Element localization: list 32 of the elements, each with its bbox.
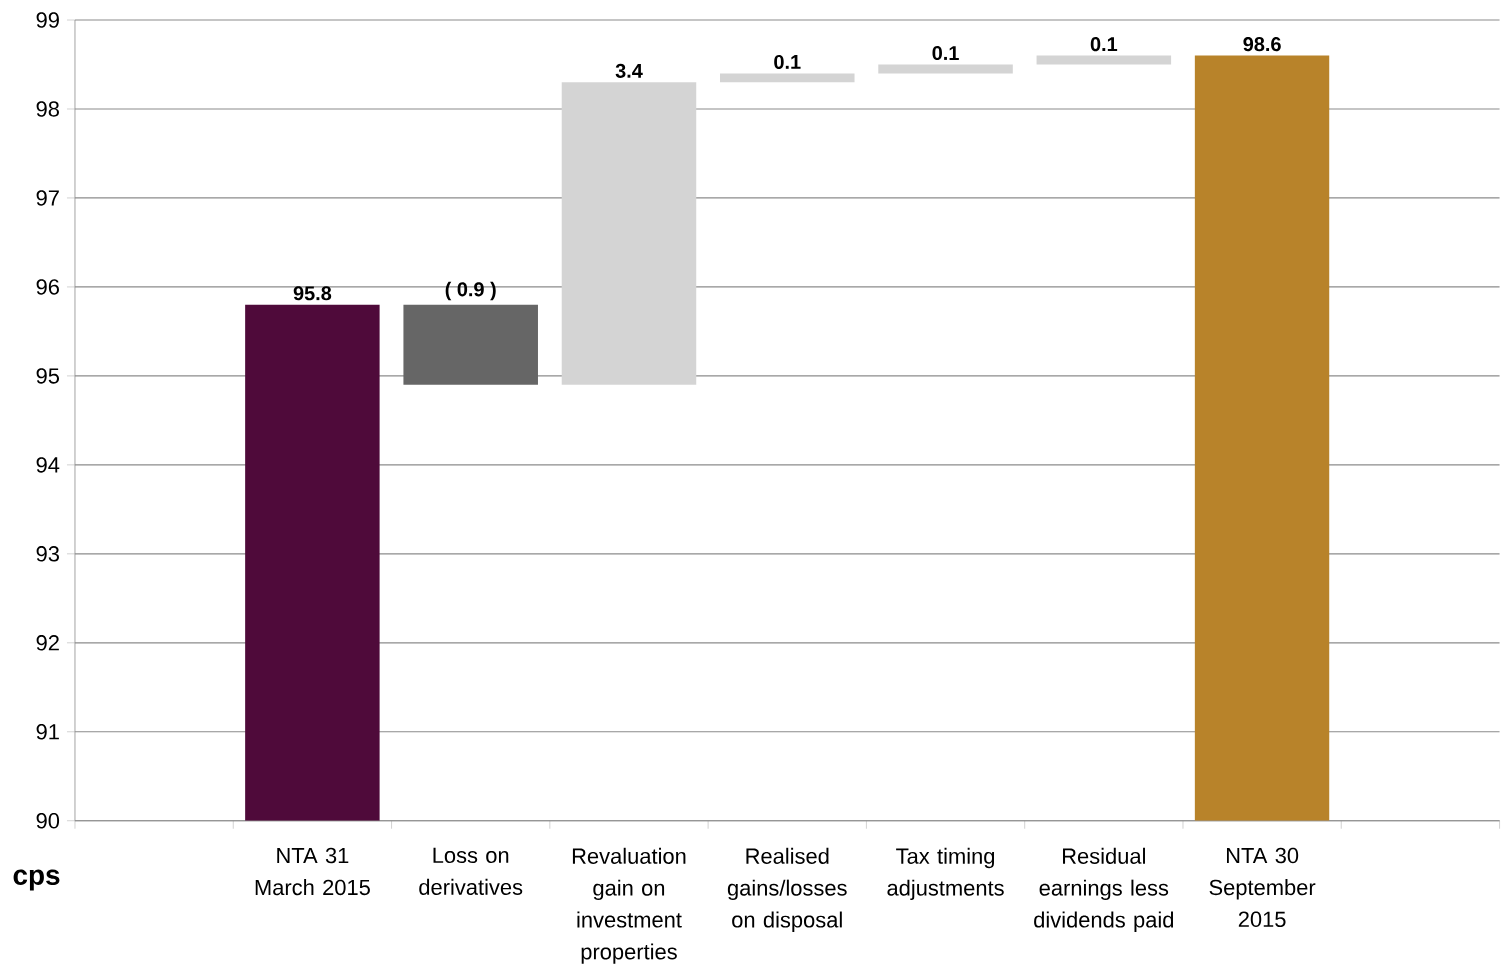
- x-tick-label: Revaluation gain on investment properties: [572, 847, 686, 964]
- data-label: ( 0.9 ): [445, 281, 496, 301]
- y-tick-label: 95: [36, 367, 60, 384]
- data-label: 98.6: [1243, 36, 1281, 51]
- bar: [561, 82, 697, 385]
- data-label: 0.1: [932, 45, 959, 60]
- x-tick-label: Realised gains/losses on disposal: [727, 847, 847, 932]
- bar: [1194, 55, 1330, 821]
- y-tick-label: 97: [36, 190, 59, 206]
- x-tick-label: Residual earnings less dividends paid: [1034, 847, 1174, 932]
- y-tick-label: 92: [36, 634, 59, 651]
- y-tick-label: 90: [36, 812, 60, 829]
- data-label: 0.1: [1090, 36, 1118, 51]
- y-tick-label: 93: [36, 545, 59, 562]
- y-tick-label: 94: [36, 456, 60, 473]
- bar: [878, 64, 1013, 74]
- y-tick-label: 91: [36, 723, 59, 740]
- data-label: 95.8: [293, 286, 332, 301]
- bar: [403, 304, 538, 385]
- data-label: 3.4: [615, 63, 643, 78]
- x-tick-label: NTA 30 September 2015: [1209, 847, 1316, 927]
- data-label: 0.1: [774, 54, 801, 69]
- bar: [1036, 55, 1172, 65]
- y-tick-label: 98: [36, 101, 59, 117]
- y-tick-label: 96: [36, 278, 59, 295]
- x-tick-label: NTA 31 March 2015: [255, 847, 370, 895]
- x-tick-label: Loss on derivatives: [419, 847, 523, 895]
- x-tick-label: Tax timing adjustments: [887, 847, 1004, 900]
- bar: [719, 73, 855, 83]
- bar: [245, 304, 380, 821]
- y-axis-title: cps: [13, 869, 60, 891]
- y-tick-label: 99: [36, 12, 59, 28]
